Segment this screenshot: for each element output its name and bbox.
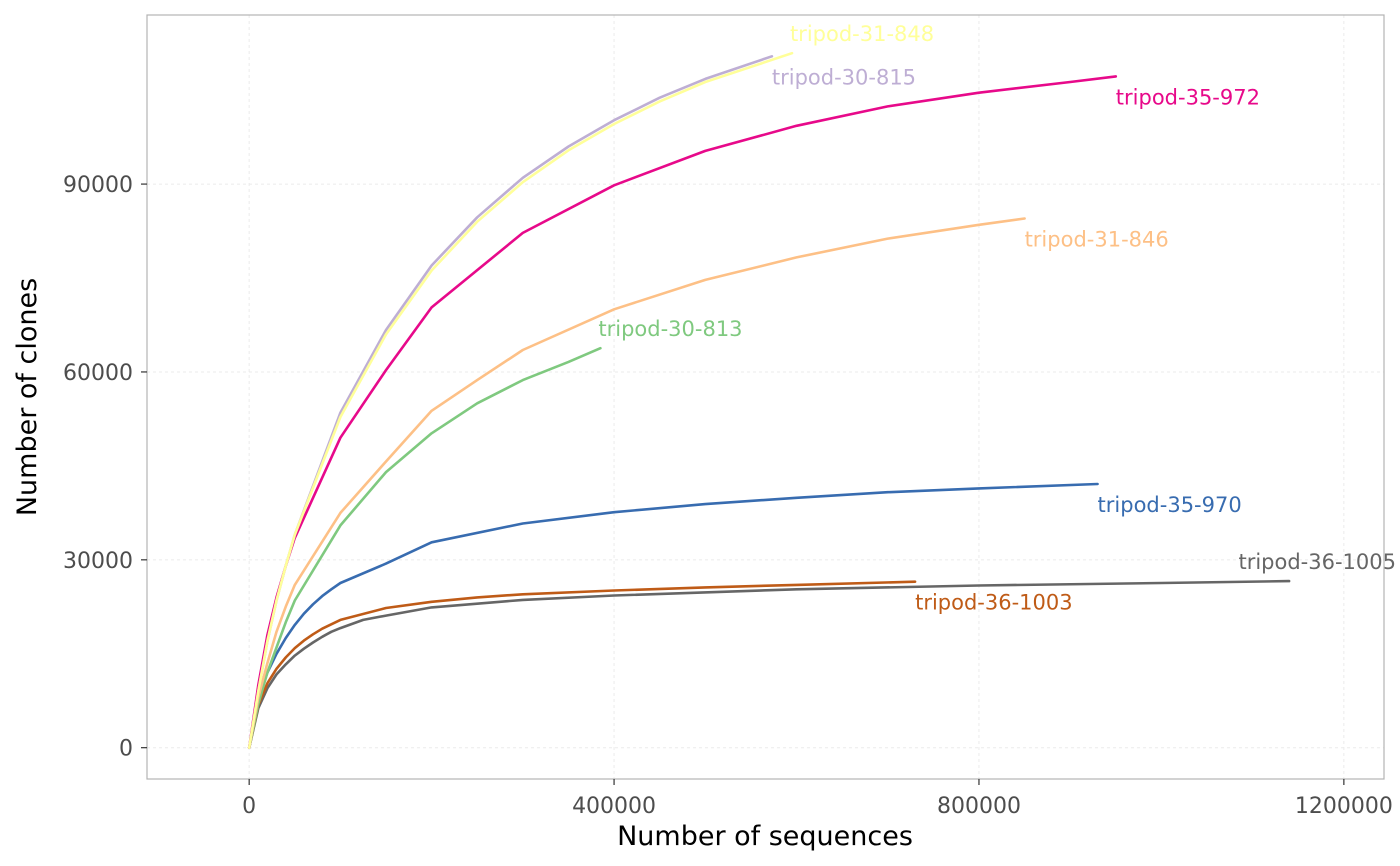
series-label-tripod-35-972: tripod-35-972 (1116, 85, 1260, 109)
y-tick-label: 30000 (63, 549, 133, 574)
series-label-tripod-35-970: tripod-35-970 (1098, 493, 1242, 517)
y-tick-label: 0 (119, 737, 133, 762)
y-axis-title: Number of clones (12, 278, 43, 516)
series-label-tripod-36-1005: tripod-36-1005 (1238, 550, 1396, 574)
series-label-tripod-31-848: tripod-31-848 (790, 22, 934, 46)
series-line-tripod-30-813 (247, 346, 602, 749)
series-label-tripod-36-1003: tripod-36-1003 (915, 591, 1073, 615)
series-line-tripod-36-1003 (247, 580, 917, 749)
series-line-tripod-35-970 (247, 482, 1099, 749)
y-tick-label: 60000 (63, 361, 133, 386)
x-tick-label: 800000 (937, 794, 1021, 819)
plot-panel (147, 15, 1384, 779)
y-tick-label: 90000 (63, 173, 133, 198)
series-label-tripod-30-815: tripod-30-815 (772, 65, 916, 89)
series-label-tripod-30-813: tripod-30-813 (598, 317, 742, 341)
x-tick-label: 1200000 (1295, 794, 1393, 819)
x-tick-label: 0 (242, 794, 256, 819)
series-label-tripod-31-846: tripod-31-846 (1025, 228, 1169, 252)
plot-border (146, 14, 1385, 780)
series-labels: tripod-36-1005 tripod-36-1003 tripod-35-97… (598, 22, 1396, 615)
x-tick-label: 400000 (572, 794, 656, 819)
x-axis-ticks: 0 400000 800000 1200000 (242, 779, 1393, 819)
x-axis-title: Number of sequences (617, 821, 913, 852)
series-line-tripod-36-1005 (247, 579, 1291, 749)
gridlines (147, 15, 1384, 779)
series-line-tripod-31-848 (247, 51, 794, 749)
y-axis-ticks: 0 30000 60000 90000 (63, 173, 147, 762)
series-lines (247, 51, 1291, 749)
series-line-tripod-31-846 (247, 217, 1026, 749)
